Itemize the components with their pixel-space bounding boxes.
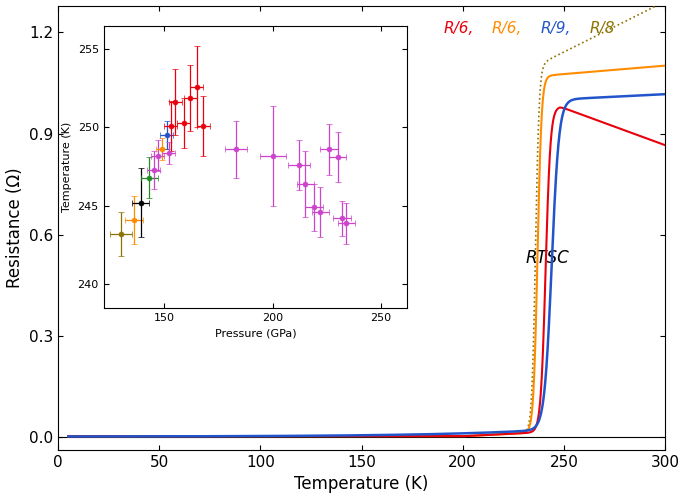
Text: RTSC: RTSC bbox=[525, 250, 569, 267]
X-axis label: Temperature (K): Temperature (K) bbox=[295, 476, 429, 494]
Text: R/6,: R/6, bbox=[492, 21, 523, 36]
Y-axis label: Resistance (Ω): Resistance (Ω) bbox=[5, 168, 23, 288]
Text: R/8: R/8 bbox=[589, 21, 614, 36]
Text: R/6,: R/6, bbox=[443, 21, 474, 36]
Text: R/9,: R/9, bbox=[540, 21, 571, 36]
